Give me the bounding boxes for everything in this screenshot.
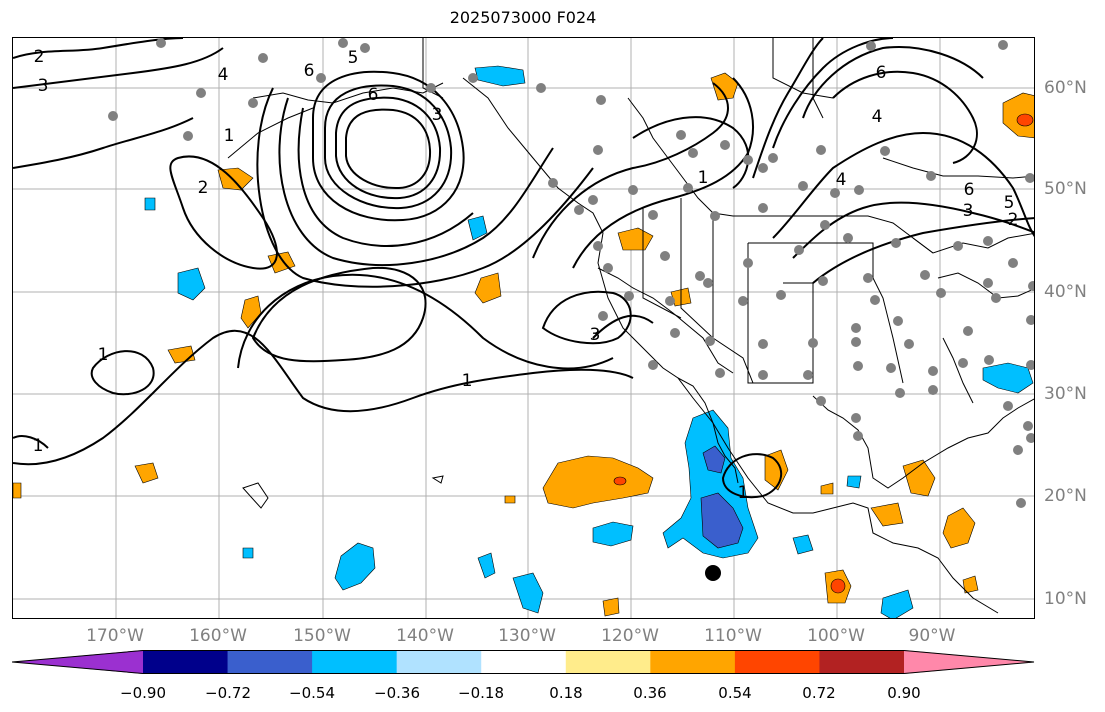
lon-label: 170°W bbox=[86, 626, 144, 646]
colorbar-segment bbox=[396, 650, 482, 674]
shading bbox=[13, 65, 1034, 618]
colorbar-segment bbox=[227, 650, 313, 674]
lon-label: 160°W bbox=[189, 626, 247, 646]
contours bbox=[13, 38, 1034, 498]
colorbar-segment bbox=[12, 650, 143, 674]
contour-labels: 2 3 4 6 5 6 1 2 3 1 1 1 3 1 6 4 4 6 5 3 … bbox=[33, 47, 1019, 503]
colorbar-tick-label: −0.18 bbox=[458, 684, 504, 702]
contour-label: 1 bbox=[224, 126, 235, 146]
lon-label: 120°W bbox=[601, 626, 659, 646]
colorbar-segment bbox=[312, 650, 398, 674]
colorbar-tick-label: −0.54 bbox=[289, 684, 335, 702]
lat-label: 60°N bbox=[1044, 78, 1087, 98]
contour-label: 4 bbox=[218, 65, 229, 85]
lon-label: 100°W bbox=[807, 626, 865, 646]
contour-label: 4 bbox=[836, 170, 847, 190]
lat-label: 10°N bbox=[1044, 589, 1087, 609]
contour-label: 6 bbox=[964, 180, 975, 200]
colorbar-segment bbox=[565, 650, 651, 674]
contour-label: 1 bbox=[98, 345, 109, 365]
lon-label: 90°W bbox=[908, 626, 956, 646]
colorbar-tick-label: −0.36 bbox=[374, 684, 420, 702]
contour-label: 6 bbox=[304, 61, 315, 81]
colorbar-tick-label: 0.18 bbox=[549, 684, 583, 702]
contour-label: 1 bbox=[462, 371, 473, 391]
contour-label: 5 bbox=[1004, 193, 1015, 213]
contour-label: 5 bbox=[348, 48, 359, 68]
lat-label: 20°N bbox=[1044, 486, 1087, 506]
colorbar-segment bbox=[904, 650, 1034, 674]
contour-label: 3 bbox=[963, 201, 974, 221]
colorbar-tick-label: 0.36 bbox=[633, 684, 667, 702]
colorbar-tick-label: 0.90 bbox=[887, 684, 921, 702]
contour-label: 2 bbox=[34, 47, 45, 67]
contour-label: 3 bbox=[590, 325, 601, 345]
contour-label: 4 bbox=[872, 107, 883, 127]
lat-label: 30°N bbox=[1044, 384, 1087, 404]
lat-label: 50°N bbox=[1044, 179, 1087, 199]
lat-label: 40°N bbox=[1044, 282, 1087, 302]
contour-label: 2 bbox=[198, 178, 209, 198]
lon-label: 140°W bbox=[396, 626, 454, 646]
contour-label: 6 bbox=[368, 85, 379, 105]
colorbar-tick-label: 0.54 bbox=[718, 684, 752, 702]
highlight-point-marker bbox=[705, 565, 721, 581]
lon-label: 130°W bbox=[498, 626, 556, 646]
contour-label: 6 bbox=[876, 63, 887, 83]
colorbar-segment bbox=[734, 650, 820, 674]
colorbar-outline bbox=[12, 650, 1035, 674]
colorbar bbox=[12, 650, 1035, 674]
colorbar-tick-label: −0.90 bbox=[120, 684, 166, 702]
map-canvas: 2 3 4 6 5 6 1 2 3 1 1 1 3 1 6 4 4 6 5 3 … bbox=[13, 38, 1034, 618]
contour-label: 3 bbox=[38, 76, 49, 96]
colorbar-tick-label: −0.72 bbox=[205, 684, 251, 702]
map-panel: 2 3 4 6 5 6 1 2 3 1 1 1 3 1 6 4 4 6 5 3 … bbox=[12, 37, 1035, 619]
contour-label: 2 bbox=[1008, 210, 1019, 230]
colorbar-segment bbox=[650, 650, 736, 674]
contour-label: 1 bbox=[698, 168, 709, 188]
contour-label: 1 bbox=[738, 483, 749, 503]
colorbar-segment bbox=[819, 650, 905, 674]
colorbar-tick-label: 0.72 bbox=[802, 684, 836, 702]
colorbar-segment bbox=[481, 650, 567, 674]
station-markers bbox=[108, 38, 1034, 508]
contour-label: 1 bbox=[33, 436, 44, 456]
lon-label: 110°W bbox=[704, 626, 762, 646]
lon-label: 150°W bbox=[293, 626, 351, 646]
contour-label: 3 bbox=[432, 105, 443, 125]
colorbar-segment bbox=[143, 650, 229, 674]
map-title: 2025073000 F024 bbox=[449, 8, 597, 27]
